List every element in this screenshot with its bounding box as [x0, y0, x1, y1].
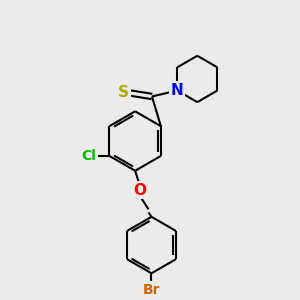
- Text: O: O: [133, 183, 146, 198]
- Text: Br: Br: [143, 283, 160, 297]
- Text: N: N: [171, 83, 184, 98]
- Text: S: S: [118, 85, 129, 100]
- Text: Cl: Cl: [81, 149, 96, 163]
